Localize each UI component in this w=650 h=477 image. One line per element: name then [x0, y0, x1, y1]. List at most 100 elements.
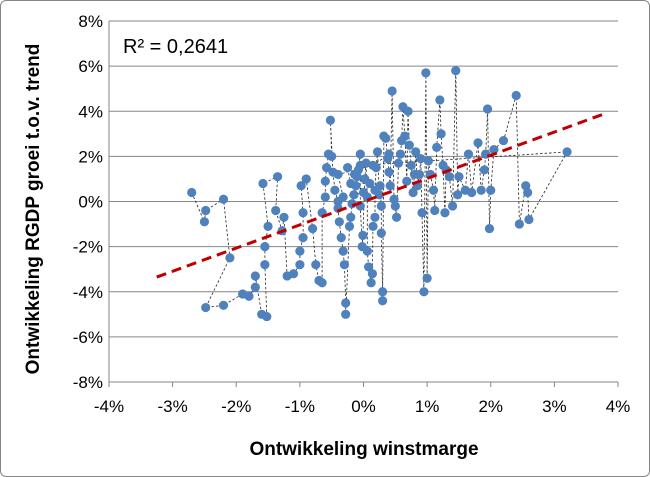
- data-point: [368, 160, 378, 170]
- data-point: [395, 149, 406, 159]
- data-point: [511, 90, 521, 101]
- x-axis-tick-labels: -4% -3% -2% -1% 0% 1% 2% 3% 4%: [94, 397, 630, 416]
- data-point: [263, 221, 273, 231]
- x-tick-label: 3%: [542, 397, 567, 416]
- data-point: [338, 192, 348, 202]
- data-point: [344, 221, 355, 231]
- y-tick-label: 2%: [78, 147, 103, 166]
- data-point: [444, 172, 454, 182]
- data-point: [447, 201, 458, 211]
- data-point: [376, 228, 386, 238]
- data-point: [279, 212, 289, 222]
- data-point: [363, 262, 374, 272]
- data-point: [346, 212, 356, 222]
- data-point: [482, 104, 493, 114]
- x-tick-label: -3%: [158, 397, 188, 416]
- data-point: [479, 165, 489, 175]
- data-point: [423, 156, 433, 166]
- data-point: [298, 233, 308, 243]
- data-point: [486, 185, 496, 195]
- data-point: [393, 158, 404, 168]
- y-axis-tick-labels: 8% 6% 4% 2% 0% -2% -4% -6% -8%: [73, 12, 103, 392]
- y-axis-title: Ontwikkeling RGDP groei t.o.v. trend: [23, 44, 44, 375]
- data-point: [467, 187, 477, 198]
- data-point: [377, 287, 388, 297]
- data-point: [484, 223, 495, 234]
- data-point: [411, 147, 421, 157]
- data-point: [367, 269, 378, 279]
- data-point: [250, 271, 260, 281]
- data-point: [430, 205, 440, 216]
- data-point: [476, 185, 486, 195]
- data-point: [422, 273, 432, 283]
- data-point: [358, 187, 369, 198]
- data-point: [463, 149, 474, 159]
- x-tick-label: -4%: [94, 397, 124, 416]
- data-point: [301, 174, 311, 184]
- y-tick-label: -8%: [73, 373, 103, 392]
- data-point: [391, 212, 402, 222]
- data-point: [498, 135, 509, 146]
- data-point: [260, 242, 270, 252]
- data-point: [244, 291, 254, 301]
- data-point: [320, 192, 330, 202]
- x-tick-label: 0%: [351, 397, 376, 416]
- x-tick-label: 1%: [415, 397, 440, 416]
- data-point: [562, 147, 572, 157]
- data-point: [375, 181, 385, 191]
- data-point: [262, 311, 272, 322]
- data-point: [414, 169, 425, 180]
- data-point: [453, 190, 463, 200]
- data-point: [428, 185, 439, 195]
- data-point: [403, 106, 413, 116]
- y-tick-label: -4%: [73, 283, 103, 302]
- data-point: [308, 223, 318, 234]
- data-point: [187, 187, 197, 198]
- data-point: [384, 149, 394, 159]
- y-tick-label: -6%: [73, 328, 103, 347]
- r-squared-annotation: R² = 0,2641: [123, 36, 228, 58]
- data-point: [349, 169, 360, 180]
- x-axis-title: Ontwikkeling winstmarge: [249, 439, 478, 460]
- data-point: [421, 68, 431, 78]
- data-point: [295, 260, 305, 270]
- data-point: [330, 185, 340, 195]
- data-point: [404, 140, 414, 150]
- data-point: [338, 246, 348, 256]
- data-point: [377, 296, 388, 306]
- data-point: [384, 167, 394, 177]
- data-point: [260, 260, 270, 270]
- data-point: [368, 221, 378, 231]
- data-point: [218, 194, 229, 204]
- data-point: [374, 190, 385, 200]
- data-point: [349, 190, 359, 200]
- data-point: [387, 86, 397, 96]
- data-point: [346, 178, 356, 189]
- data-point: [435, 95, 445, 105]
- data-point: [321, 163, 332, 173]
- data-point: [381, 133, 391, 143]
- y-tick-label: 0%: [78, 193, 103, 212]
- data-point: [523, 187, 533, 198]
- data-point: [341, 298, 351, 308]
- y-tick-label: -2%: [73, 238, 103, 257]
- y-tick-label: 6%: [78, 57, 103, 76]
- data-point: [432, 142, 442, 152]
- data-point: [333, 169, 343, 180]
- data-point: [334, 217, 344, 227]
- data-points: [187, 66, 572, 322]
- data-point: [201, 302, 211, 313]
- data-point: [342, 163, 353, 173]
- x-tick-label: -1%: [285, 397, 315, 416]
- x-tick-label: 4%: [606, 397, 631, 416]
- data-point: [298, 208, 308, 218]
- data-point: [390, 201, 400, 211]
- data-point: [317, 278, 327, 288]
- data-point: [355, 149, 365, 159]
- data-point: [311, 260, 321, 270]
- data-point: [288, 269, 299, 279]
- data-point: [370, 212, 380, 222]
- data-point: [341, 309, 351, 319]
